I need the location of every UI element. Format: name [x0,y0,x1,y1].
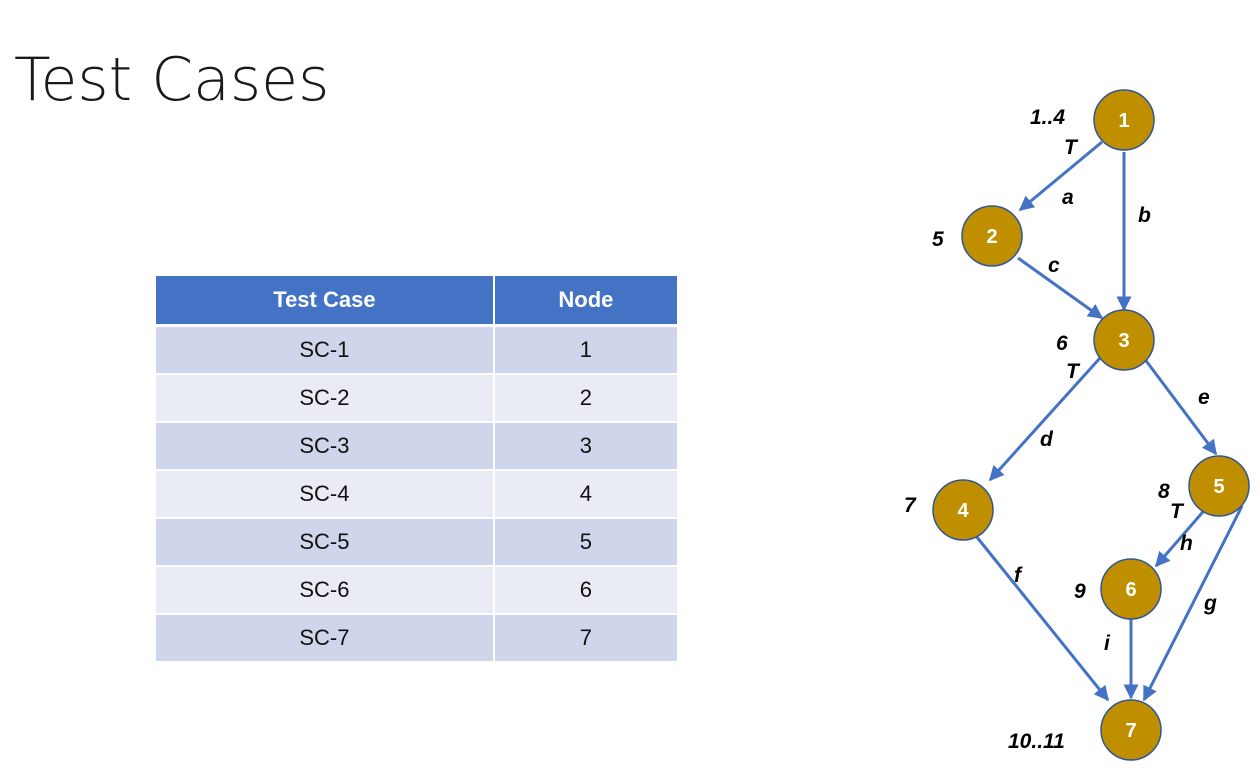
edge-e [1142,357,1218,456]
edge-label: c [1048,254,1060,277]
table-row: SC-4 4 [156,470,677,519]
edge-g [1142,505,1244,702]
node-line-label: 9 [1074,580,1086,603]
svg-text:1: 1 [1118,110,1129,132]
edge-label: a [1062,186,1074,209]
test-case-cell: SC-1 [156,325,495,375]
edge-h [1154,505,1210,568]
table-row: SC-2 2 [156,374,677,423]
control-flow-graph: 1 2 3 4 5 6 7 1..4 5 6 7 8 [904,89,1250,761]
graph-node: 6 [1100,558,1162,620]
node-line-label: 8 [1158,480,1170,503]
header-test-case: Test Case [156,276,495,327]
edge-label: i [1104,632,1111,655]
test-case-cell: SC-3 [156,422,495,471]
edge-d [988,356,1102,482]
svg-text:6: 6 [1125,579,1136,601]
edge-label: g [1203,592,1217,615]
graph-node: 7 [1100,699,1162,761]
test-case-cell: SC-7 [156,614,495,663]
edge-label: f [1014,564,1023,587]
table-row: SC-7 7 [156,614,677,663]
header-node: Node [493,276,677,327]
table-row: SC-5 5 [156,518,677,567]
node-line-label: 1..4 [1030,106,1065,129]
graph-node: 4 [932,479,994,541]
table-header-row: Test Case Node [156,276,677,327]
graph-node: 2 [961,205,1023,267]
page-title: Test Cases [14,45,330,115]
svg-text:7: 7 [1125,720,1136,742]
test-case-cell: SC-4 [156,470,495,519]
edge-a [1018,140,1103,212]
node-cell: 3 [493,422,677,471]
true-marker: T [1066,360,1081,383]
table-row: SC-3 3 [156,422,677,471]
true-marker: T [1064,136,1079,159]
node-line-label: 7 [904,494,917,517]
node-line-label: 6 [1056,332,1068,355]
test-case-cell: SC-5 [156,518,495,567]
svg-text:3: 3 [1118,330,1129,352]
true-marker: T [1170,500,1185,523]
node-cell: 6 [493,566,677,615]
svg-text:2: 2 [986,226,997,248]
edge-label: e [1198,386,1210,409]
graph-node: 5 [1188,455,1250,517]
test-case-cell: SC-2 [156,374,495,423]
edge-f [974,535,1110,702]
edge-c [1017,256,1104,320]
edge-label: h [1180,532,1193,555]
svg-text:5: 5 [1213,476,1224,498]
node-cell: 5 [493,518,677,567]
test-case-cell: SC-6 [156,566,495,615]
graph-node: 1 [1093,89,1155,151]
table-row: SC-1 1 [156,325,677,375]
node-line-label: 5 [932,228,944,251]
edge-label: d [1040,428,1054,451]
test-case-table: Test Case Node SC-1 1 SC-2 2 SC-3 3 SC-4… [156,276,677,663]
node-cell: 7 [493,614,677,663]
node-cell: 2 [493,374,677,423]
graph-node: 3 [1093,309,1155,371]
node-cell: 4 [493,470,677,519]
svg-text:4: 4 [957,500,969,522]
table-row: SC-6 6 [156,566,677,615]
node-cell: 1 [493,325,677,375]
edge-label: b [1138,204,1151,227]
node-line-label: 10..11 [1008,730,1065,753]
